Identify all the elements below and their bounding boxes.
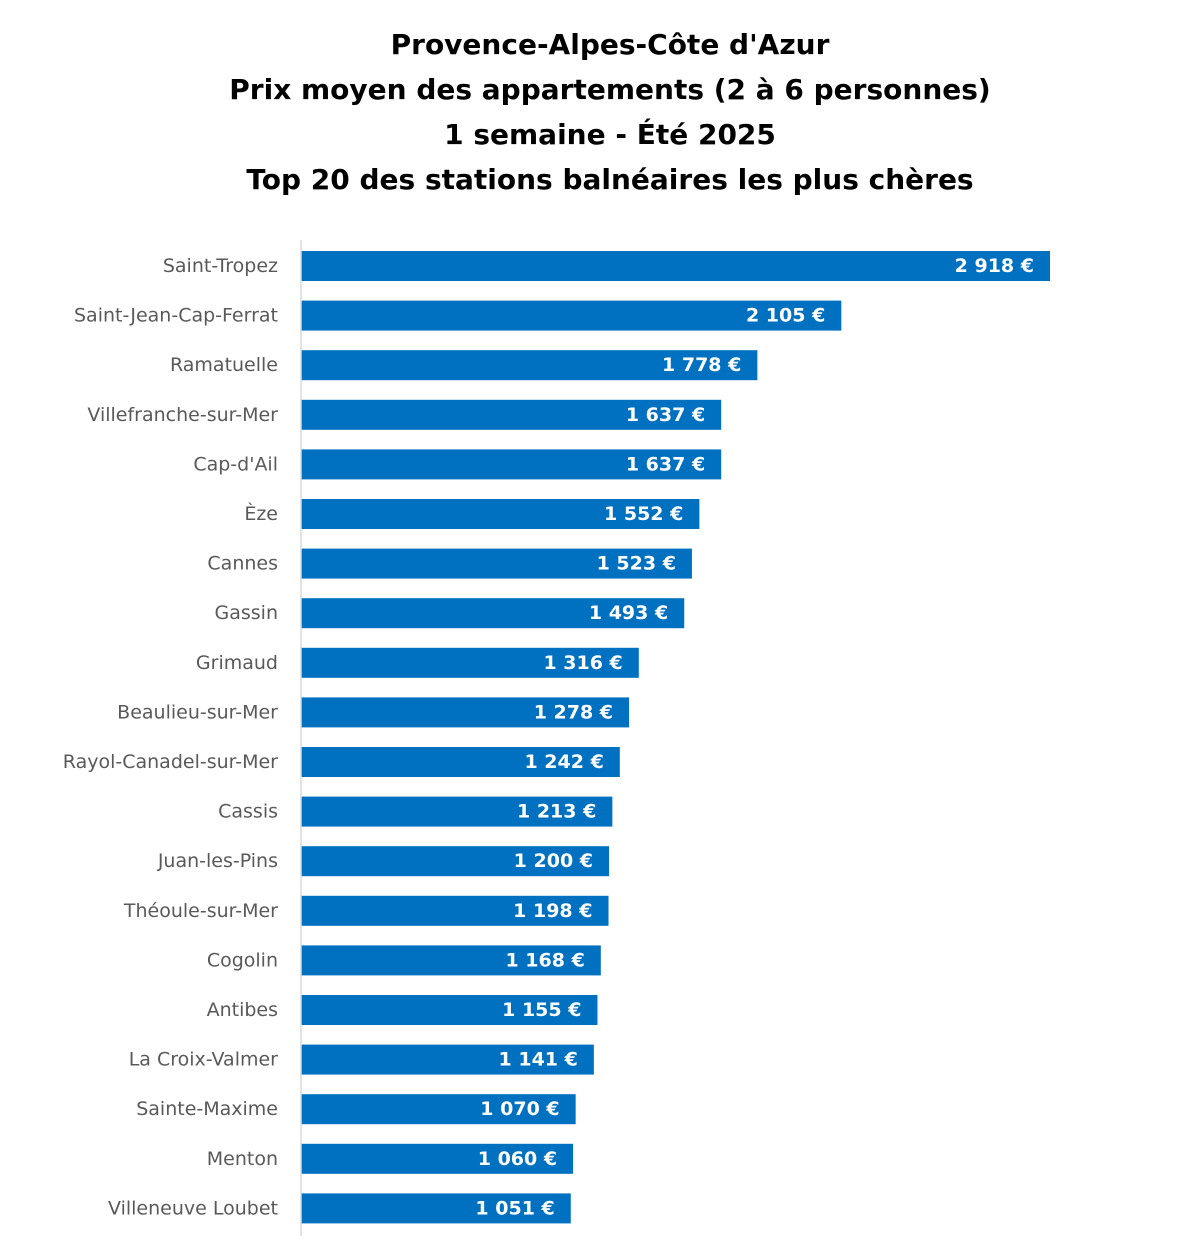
category-label: Cogolin: [207, 949, 278, 971]
bar: [301, 995, 598, 1025]
data-label: 1 060 €: [478, 1148, 557, 1170]
bar-group: Ramatuelle 1 778 €: [170, 350, 758, 381]
category-label: Saint-Jean-Cap-Ferrat: [74, 305, 278, 327]
bar-group: Cannes 1 523 €: [207, 548, 692, 579]
data-label: 2 918 €: [955, 255, 1034, 277]
bar-group: Saint-Tropez 2 918 €: [163, 251, 1050, 281]
bar: [301, 796, 613, 827]
bar-group: Cap-d'Ail 1 637 €: [193, 449, 722, 480]
bar: [301, 399, 722, 430]
data-label: 1 198 €: [513, 900, 592, 922]
data-label: 1 523 €: [597, 553, 676, 575]
category-label: Menton: [207, 1148, 278, 1170]
data-label: 1 200 €: [514, 850, 593, 872]
bar-group: Juan-les-Pins 1 200 €: [157, 846, 610, 877]
data-label: 1 051 €: [475, 1197, 554, 1219]
category-label: Cap-d'Ail: [193, 453, 278, 475]
bar: [301, 1094, 576, 1125]
bar: [301, 449, 722, 480]
data-label: 1 493 €: [589, 602, 668, 624]
category-label: Grimaud: [196, 652, 278, 674]
bar-group: Grimaud 1 316 €: [196, 647, 639, 678]
category-label: Théoule-sur-Mer: [123, 900, 278, 922]
data-label: 1 242 €: [524, 751, 603, 773]
bar: [301, 1044, 594, 1075]
chart-title: Provence-Alpes-Côte d'Azur Prix moyen de…: [0, 22, 1200, 202]
bar-group: Cassis 1 213 €: [218, 796, 613, 827]
bar-group: Sainte-Maxime 1 070 €: [136, 1094, 576, 1125]
bar-group: Antibes 1 155 €: [207, 995, 598, 1025]
bar: [301, 350, 758, 381]
data-label: 2 105 €: [746, 305, 825, 327]
category-label: Saint-Tropez: [163, 255, 278, 277]
data-label: 1 278 €: [534, 701, 613, 723]
bar: [301, 1143, 574, 1174]
category-label: Èze: [244, 502, 278, 525]
bar-group: Menton 1 060 €: [207, 1143, 574, 1174]
bar: [301, 300, 842, 331]
data-label: 1 316 €: [543, 652, 622, 674]
category-label: Villefranche-sur-Mer: [87, 404, 278, 426]
category-label: La Croix-Valmer: [129, 1049, 278, 1071]
category-label: Cassis: [218, 801, 278, 823]
bar: [301, 846, 610, 877]
data-label: 1 552 €: [604, 503, 683, 525]
bars-layer: Saint-Tropez 2 918 € Saint-Jean-Cap-Ferrat…: [63, 251, 1050, 1224]
data-label: 1 778 €: [662, 354, 741, 376]
bar-group: Rayol-Canadel-sur-Mer 1 242 €: [63, 747, 620, 777]
bar: [301, 499, 700, 529]
data-label: 1 070 €: [480, 1098, 559, 1120]
bar: [301, 747, 620, 777]
category-label: Cannes: [207, 553, 278, 575]
category-label: Villeneuve Loubet: [108, 1197, 278, 1219]
bar: [301, 945, 601, 976]
category-label: Beaulieu-sur-Mer: [117, 701, 278, 723]
bar-group: Villefranche-sur-Mer 1 637 €: [87, 399, 722, 430]
data-label: 1 637 €: [626, 453, 705, 475]
chart-title-line-1: Provence-Alpes-Côte d'Azur: [390, 28, 830, 61]
chart-title-line-3: 1 semaine - Été 2025: [444, 118, 776, 151]
chart-title-line-4: Top 20 des stations balnéaires les plus …: [246, 163, 974, 196]
bar: [301, 1193, 571, 1224]
category-label: Sainte-Maxime: [136, 1098, 278, 1120]
bar-group: Théoule-sur-Mer 1 198 €: [123, 895, 609, 926]
bar: [301, 895, 609, 926]
data-label: 1 141 €: [499, 1049, 578, 1071]
category-label: Antibes: [207, 999, 278, 1021]
data-label: 1 168 €: [505, 949, 584, 971]
category-label: Ramatuelle: [170, 354, 278, 376]
bar: [301, 697, 630, 728]
bar-group: Gassin 1 493 €: [215, 598, 685, 629]
bar-group: Cogolin 1 168 €: [207, 945, 601, 976]
bar-group: Saint-Jean-Cap-Ferrat 2 105 €: [74, 300, 842, 331]
bar-group: Beaulieu-sur-Mer 1 278 €: [117, 697, 630, 728]
bar-group: Èze 1 552 €: [244, 499, 700, 529]
category-label: Rayol-Canadel-sur-Mer: [63, 751, 278, 773]
category-label: Gassin: [215, 602, 279, 624]
data-label: 1 155 €: [502, 999, 581, 1021]
data-label: 1 637 €: [626, 404, 705, 426]
bar: [301, 548, 692, 579]
category-label: Juan-les-Pins: [157, 850, 278, 872]
bar-group: Villeneuve Loubet 1 051 €: [108, 1193, 571, 1224]
bar: [301, 647, 639, 678]
chart-title-line-2: Prix moyen des appartements (2 à 6 perso…: [229, 73, 991, 106]
bar: [301, 251, 1050, 281]
data-label: 1 213 €: [517, 801, 596, 823]
bar-group: La Croix-Valmer 1 141 €: [129, 1044, 594, 1075]
bar: [301, 598, 685, 629]
